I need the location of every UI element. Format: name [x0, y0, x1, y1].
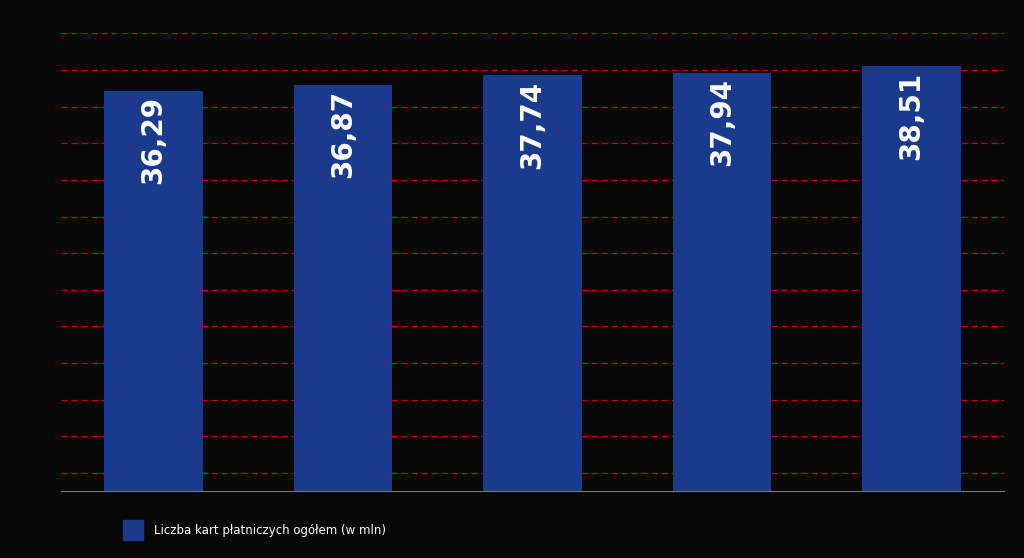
Bar — [673, 73, 771, 491]
Text: 37,94: 37,94 — [708, 78, 736, 166]
Bar — [104, 91, 203, 491]
Bar — [483, 75, 582, 491]
Text: 38,51: 38,51 — [897, 72, 926, 160]
Bar — [862, 66, 961, 491]
Text: 36,29: 36,29 — [139, 97, 168, 185]
Bar — [294, 84, 392, 491]
Text: 36,87: 36,87 — [329, 90, 357, 178]
Bar — [123, 520, 143, 540]
Text: 37,74: 37,74 — [518, 80, 547, 169]
Text: Liczba kart płatniczych ogółem (w mln): Liczba kart płatniczych ogółem (w mln) — [154, 523, 386, 537]
